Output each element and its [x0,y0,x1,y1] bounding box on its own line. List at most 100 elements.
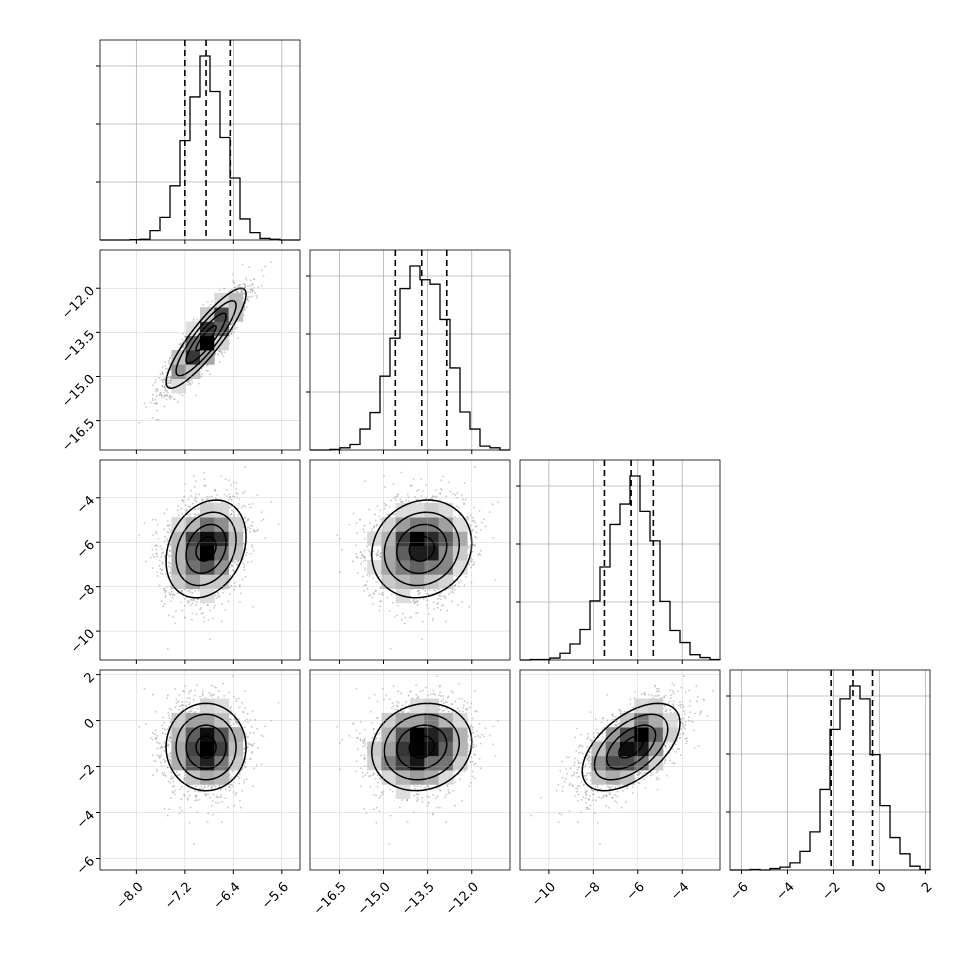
sample-point [207,812,210,815]
sample-point [182,500,185,503]
sample-point [168,707,171,710]
sample-point [447,710,450,713]
sample-point [237,337,239,340]
sample-point [629,703,632,705]
sample-point [391,601,394,604]
sample-point [356,748,359,751]
sample-point [692,721,694,724]
sample-point [163,589,166,592]
sample-point [166,368,169,371]
sample-point [452,492,454,495]
sample-point [225,495,228,497]
sample-point [397,690,400,693]
sample-point [154,381,157,384]
sample-point [361,575,364,578]
sample-point [210,300,213,303]
sample-point [193,513,196,516]
sample-point [372,808,375,811]
sample-point [251,744,254,747]
sample-point [378,515,381,518]
sample-point [244,760,247,763]
sample-point [236,560,239,563]
sample-point [614,786,617,789]
density-cell [214,770,229,785]
sample-point [168,592,171,594]
sample-point [243,751,245,754]
sample-point [251,284,254,286]
sample-point [608,785,610,788]
sample-point [601,728,604,731]
sample-point [232,791,235,793]
sample-point [364,765,366,768]
sample-point [169,735,172,738]
sample-point [203,484,206,487]
sample-point [363,740,365,743]
sample-point [192,502,194,505]
sample-point [233,495,236,498]
panel-frame [309,669,511,871]
sample-point [239,800,241,802]
sample-point [640,693,643,696]
sample-point [440,479,443,482]
sample-point [223,493,226,496]
sample-point [451,590,454,593]
sample-point [379,795,382,798]
sample-point [702,698,705,701]
sample-point [363,728,366,731]
sample-point [244,758,247,761]
hist-panel-3 [726,669,931,871]
sample-point [169,778,172,780]
sample-point [386,513,389,516]
sample-point [230,505,232,508]
sample-point [169,732,172,735]
sample-point [566,772,569,775]
sample-point [160,554,163,556]
sample-point [419,785,422,788]
sample-point [615,724,617,726]
sample-point [164,535,167,538]
sample-point [470,702,473,705]
sample-point [162,605,165,608]
sample-point [424,589,427,592]
sample-point [168,360,170,362]
sample-point [180,705,183,707]
sample-point [256,727,259,730]
density-cell [410,727,425,742]
sample-point [239,806,242,809]
sample-point [195,500,198,503]
sample-point [151,416,154,419]
sample-point [152,693,154,696]
density-contour [396,724,448,770]
sample-point [156,388,159,390]
sample-point [484,727,487,730]
sample-point [249,279,252,282]
sample-point [474,762,477,765]
sample-point [163,405,166,408]
sample-point [243,781,246,784]
sample-point [364,742,367,745]
sample-point [575,787,578,789]
sample-point [473,561,475,564]
sample-point [180,601,183,604]
density-cell [367,755,382,771]
sample-point [580,781,583,784]
sample-point [462,502,465,505]
sample-point [416,612,419,615]
sample-point [210,785,213,788]
sample-point [376,785,379,788]
sample-point [494,578,497,581]
sample-point [424,686,427,689]
sample-point [243,490,246,493]
sample-point [595,728,598,731]
sample-point [679,701,681,703]
sample-point [253,549,255,552]
density-cell [367,741,382,757]
sample-point [446,785,449,788]
sample-point [432,495,434,497]
sample-point [196,799,198,802]
sample-point [238,498,241,501]
sample-point [363,808,365,810]
hist-frame [729,669,931,871]
sample-point [195,601,198,604]
sample-point [168,758,171,761]
